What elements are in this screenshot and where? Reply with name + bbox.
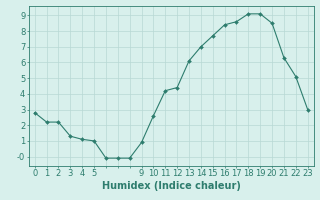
X-axis label: Humidex (Indice chaleur): Humidex (Indice chaleur)	[102, 181, 241, 191]
